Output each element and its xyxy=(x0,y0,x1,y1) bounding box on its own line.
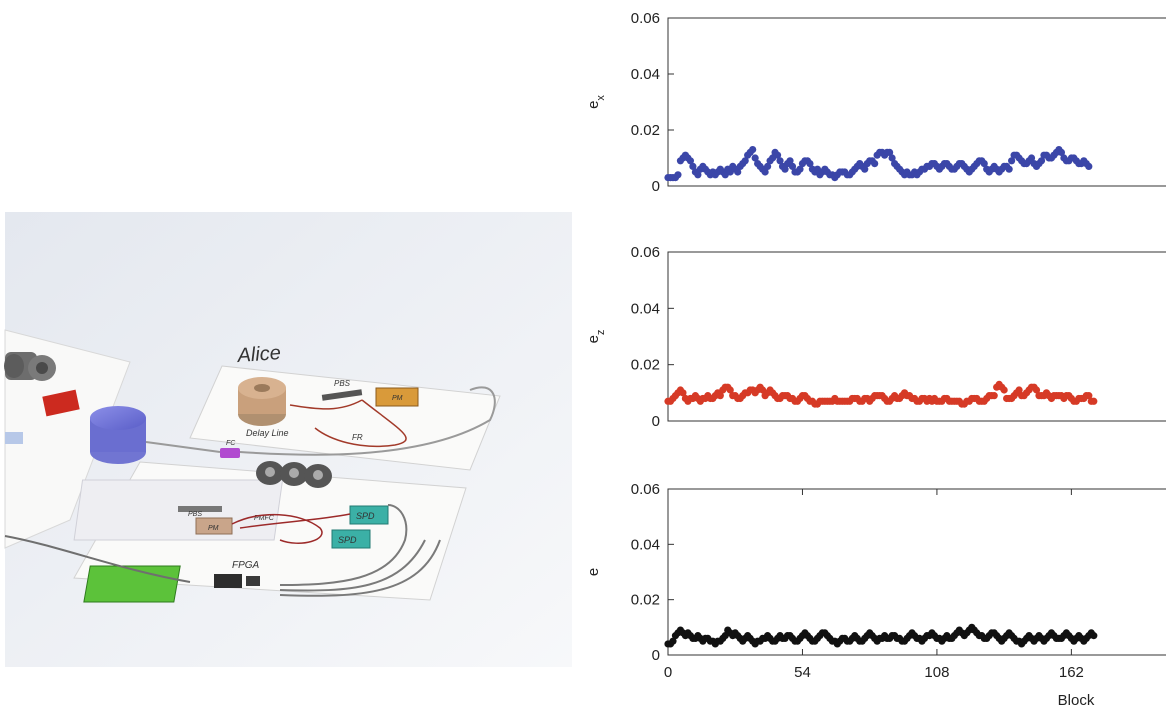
spd-2-label: SPD xyxy=(338,535,357,545)
panel-0-point-89 xyxy=(886,148,894,156)
spd-1-label: SPD xyxy=(356,511,375,521)
panel-0-ylabel-subscript: x xyxy=(595,95,607,101)
panel-0-point-9 xyxy=(686,157,695,165)
panel-2-ytick-label-3: 0.06 xyxy=(631,481,660,498)
panel-1-ytick-label-0: 0 xyxy=(652,413,660,430)
panel-1-point-131 xyxy=(990,392,998,400)
panel-2-xtick-label-2: 108 xyxy=(924,664,949,681)
panel-1-point-21 xyxy=(716,392,724,400)
panel-0-point-44 xyxy=(773,151,782,159)
bob-spools xyxy=(256,461,332,488)
panel-0-point-83 xyxy=(871,160,879,168)
panel-0-point-47 xyxy=(781,165,789,173)
panel-0-point-150 xyxy=(1037,157,1046,165)
panel-0-point-79 xyxy=(861,165,869,173)
panel-0-point-45 xyxy=(776,157,784,165)
delay-line-spool xyxy=(238,377,286,426)
panel-1-ytick-label-2: 0.04 xyxy=(631,300,660,317)
panel-0-point-12 xyxy=(694,171,702,179)
panel-2-ytick-label-0: 0 xyxy=(652,647,660,664)
panel-0-point-49 xyxy=(786,157,794,165)
panel-1-ytick-label-3: 0.06 xyxy=(631,244,660,261)
panel-0-point-90 xyxy=(888,154,896,162)
panel-1-point-6 xyxy=(679,389,687,397)
panel-0-point-39 xyxy=(761,168,769,176)
fc-connector xyxy=(220,448,240,458)
panel-0-point-4 xyxy=(674,171,682,179)
panel-1-point-169 xyxy=(1085,392,1093,400)
left-spools xyxy=(4,352,56,381)
panel-0-point-31 xyxy=(741,157,749,165)
panel-2-ylabel: e xyxy=(585,568,602,576)
panel-0-ylabel: ex xyxy=(585,95,607,109)
panel-0-point-35 xyxy=(751,154,759,162)
left-cable xyxy=(4,535,191,583)
panel-2-xtick-label-1: 54 xyxy=(794,664,811,681)
panel-1-ylabel: ez xyxy=(585,330,607,344)
fiber-spool-to-alice xyxy=(145,386,496,456)
panel-0-point-50 xyxy=(788,162,797,170)
panel-1-ytick-label-1: 0.02 xyxy=(631,357,660,374)
pm-top-label: PM xyxy=(392,395,403,402)
panel-2-frame xyxy=(667,488,1166,656)
pm-top-component xyxy=(375,387,419,407)
panel-0-point-146 xyxy=(1027,154,1036,162)
spd-2-module xyxy=(331,529,371,549)
fr-label: FR xyxy=(352,433,363,442)
panel-2-xtick-label-0: 0 xyxy=(664,664,672,681)
setup-rendering: Alice Delay Line PBS PM FR FC PBS PM PMF… xyxy=(4,212,572,667)
pbs-top-component xyxy=(321,389,363,401)
blue-spool xyxy=(90,406,146,464)
panel-0-point-28 xyxy=(734,168,742,176)
bob-cables xyxy=(279,504,441,597)
pbs-lower-label: PBS xyxy=(188,511,202,518)
panel-0-point-10 xyxy=(689,162,697,170)
panel-2-ytick-label-2: 0.04 xyxy=(631,536,660,553)
panel-2-xlabel: Block xyxy=(1058,692,1095,709)
panel-1-point-148 xyxy=(1032,386,1041,394)
panel-0-point-53 xyxy=(796,165,804,173)
panel-1-point-171 xyxy=(1090,397,1098,405)
pmfc-label: PMFC xyxy=(254,515,275,522)
panel-2-point-171 xyxy=(1090,632,1098,640)
panel-0-point-127 xyxy=(980,160,988,168)
spd-1-module xyxy=(349,505,389,525)
left-board xyxy=(4,329,131,549)
panel-2-point-2 xyxy=(669,637,677,645)
pbs-top-label: PBS xyxy=(334,379,351,388)
bob-fiber-red xyxy=(231,513,351,544)
panel-0-point-57 xyxy=(806,160,814,168)
panel-0-point-40 xyxy=(764,162,772,170)
panel-0-point-169 xyxy=(1085,162,1093,170)
pm-lower-label: PM xyxy=(208,525,219,532)
fc-label: FC xyxy=(226,440,236,447)
alice-label: Alice xyxy=(236,342,282,367)
panel-2-ytick-label-1: 0.02 xyxy=(631,592,660,609)
pm-lower-component xyxy=(195,517,233,535)
pbs-lower-component xyxy=(178,506,222,512)
panel-0-ytick-label-3: 0.06 xyxy=(631,10,660,27)
panel-1-point-25 xyxy=(726,386,734,394)
fpga-label: FPGA xyxy=(232,560,260,571)
panel-0-frame xyxy=(667,17,1166,187)
left-blue-module xyxy=(5,432,23,444)
alice-fiber-loop xyxy=(289,399,407,448)
panel-1-point-135 xyxy=(1000,386,1008,394)
panel-0-ytick-label-0: 0 xyxy=(652,178,660,195)
panel-0-ytick-label-1: 0.02 xyxy=(631,122,660,139)
panel-1-ylabel-subscript: z xyxy=(595,330,607,336)
panel-1-frame xyxy=(667,251,1166,422)
left-red-module xyxy=(42,389,80,417)
panel-0-point-138 xyxy=(1008,157,1016,165)
fpga-chips xyxy=(214,574,260,588)
panel-0-point-34 xyxy=(749,146,757,154)
panel-2-xtick-label-3: 162 xyxy=(1059,664,1084,681)
delay-line-label: Delay Line xyxy=(246,428,289,438)
panel-0-ytick-label-2: 0.04 xyxy=(631,66,660,83)
panel-0-point-137 xyxy=(1005,165,1013,173)
panel-0-point-158 xyxy=(1057,148,1066,156)
panel-1-point-141 xyxy=(1015,386,1023,394)
